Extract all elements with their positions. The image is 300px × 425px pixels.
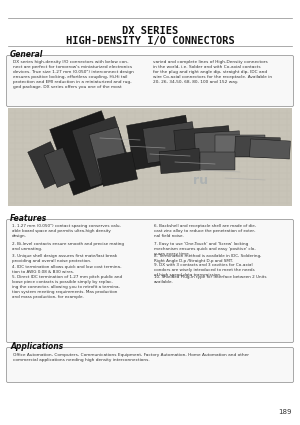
Text: HIGH-DENSITY I/O CONNECTORS: HIGH-DENSITY I/O CONNECTORS [66, 36, 234, 46]
Bar [44, 147, 76, 187]
Text: 9. DX with 3 contacts and 3 cavities for Co-axial
condors are wisely introduced : 9. DX with 3 contacts and 3 cavities for… [154, 263, 255, 277]
Text: 8. Termination method is available in IDC, Soldering,
Right Angle D.p /Straight : 8. Termination method is available in ID… [154, 254, 261, 263]
Text: 3. Unique shell design assures first mate/last break
providing and overall noise: 3. Unique shell design assures first mat… [12, 254, 117, 263]
Bar [174, 126, 231, 160]
Text: 6. Backshell and receptacle shell are made of die-
cast zinc alloy to reduce the: 6. Backshell and receptacle shell are ma… [154, 224, 256, 238]
Text: DX series high-density I/O connectors with below con-
nect are perfect for tomor: DX series high-density I/O connectors wi… [13, 60, 134, 89]
Bar [98, 152, 137, 186]
Bar [235, 136, 280, 158]
Text: 10. Shielded Plug-in type for interface between 2 Units
available.: 10. Shielded Plug-in type for interface … [154, 275, 266, 284]
Text: 1. 1.27 mm (0.050") contact spacing conserves valu-
able board space and permits: 1. 1.27 mm (0.050") contact spacing cons… [12, 224, 121, 238]
Bar [194, 131, 241, 158]
Text: DX SERIES: DX SERIES [122, 26, 178, 36]
Bar [200, 152, 235, 170]
Bar [72, 116, 133, 187]
Text: 2. Bi-level contacts ensure smooth and precise mating
and unmating.: 2. Bi-level contacts ensure smooth and p… [12, 242, 124, 251]
Text: varied and complete lines of High-Density connectors
in the world, i.e. Solder a: varied and complete lines of High-Densit… [153, 60, 272, 84]
Bar [89, 127, 131, 183]
Bar [215, 135, 265, 157]
Text: 189: 189 [278, 409, 292, 415]
Text: 5. Direct IDC termination of 1.27 mm pitch public and
loose piece contacts is po: 5. Direct IDC termination of 1.27 mm pit… [12, 275, 122, 299]
Bar [50, 110, 125, 196]
Bar [127, 115, 194, 170]
Text: 4. IDC termination allows quick and low cost termina-
tion to AWG 0.08 & B30 wir: 4. IDC termination allows quick and low … [12, 265, 122, 274]
Bar [8, 108, 292, 206]
Text: ru: ru [193, 173, 208, 187]
FancyBboxPatch shape [7, 219, 293, 343]
Text: Features: Features [10, 214, 47, 223]
Bar [159, 148, 201, 174]
FancyBboxPatch shape [7, 348, 293, 382]
Text: General: General [10, 50, 43, 59]
Bar [250, 139, 290, 159]
Text: 7. Easy to use 'One-Touch' and 'Screw' locking
mechanism ensures quick and easy : 7. Easy to use 'One-Touch' and 'Screw' l… [154, 242, 256, 256]
Bar [28, 142, 67, 188]
Bar [143, 122, 197, 163]
Text: Applications: Applications [10, 342, 63, 351]
FancyBboxPatch shape [7, 56, 293, 107]
Text: Office Automation, Computers, Communications Equipment, Factory Automation, Home: Office Automation, Computers, Communicat… [13, 353, 249, 362]
